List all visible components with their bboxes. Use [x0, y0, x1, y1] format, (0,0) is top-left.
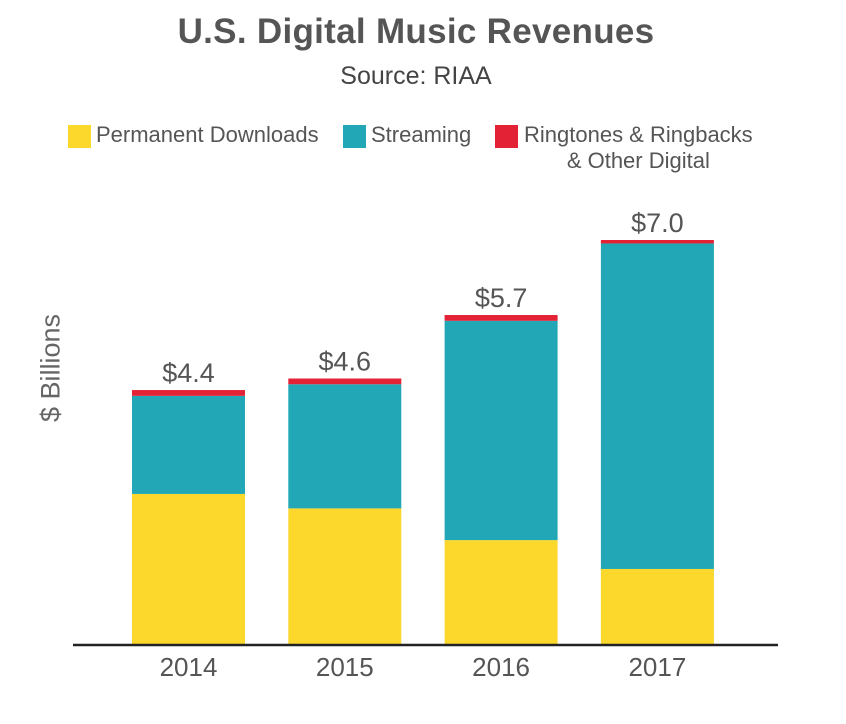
- bar-segment-2015-streaming: [288, 384, 402, 509]
- total-label-2016: $5.7: [475, 283, 528, 313]
- bar-segment-2016-streaming: [444, 320, 558, 541]
- legend-label-permanent-downloads: Permanent Downloads: [96, 122, 319, 147]
- x-tick-label-2015: 2015: [316, 652, 374, 682]
- bar-segment-2014-permanent-downloads: [132, 493, 245, 644]
- total-label-2014: $4.4: [162, 358, 215, 388]
- total-label-2015: $4.6: [319, 347, 372, 377]
- legend-swatch-permanent-downloads: [68, 125, 91, 148]
- legend-label-ringtones-line-1: Ringtones & Ringbacks: [524, 122, 753, 147]
- legend-label-streaming: Streaming: [371, 122, 472, 147]
- x-tick-label-2017: 2017: [628, 652, 686, 682]
- chart-subtitle: Source: RIAA: [340, 62, 492, 90]
- x-tick-label-2014: 2014: [160, 652, 218, 682]
- bar-segment-2016-permanent-downloads: [444, 540, 558, 644]
- bar-segment-2015-permanent-downloads: [288, 508, 402, 644]
- chart-title: U.S. Digital Music Revenues: [177, 12, 655, 51]
- legend-swatch-streaming: [343, 125, 366, 148]
- bar-segment-2014-streaming: [132, 395, 245, 494]
- bar-segment-2017-streaming: [600, 243, 714, 569]
- bar-segment-2017-ringtones-ringbacks-other-digital: [600, 240, 714, 244]
- bar-segment-2015-ringtones-ringbacks-other-digital: [288, 378, 402, 385]
- x-tick-label-2016: 2016: [472, 652, 530, 682]
- legend-swatch-ringtones: [495, 125, 518, 148]
- legend-label-ringtones: Ringtones & Ringbacks & Other Digital: [524, 122, 753, 174]
- total-label-2017: $7.0: [631, 208, 684, 238]
- bar-segment-2016-ringtones-ringbacks-other-digital: [444, 315, 558, 321]
- legend-label-ringtones-line-2: & Other Digital: [566, 148, 710, 173]
- bar-segment-2017-permanent-downloads: [600, 568, 714, 644]
- bar-segment-2014-ringtones-ringbacks-other-digital: [132, 390, 245, 396]
